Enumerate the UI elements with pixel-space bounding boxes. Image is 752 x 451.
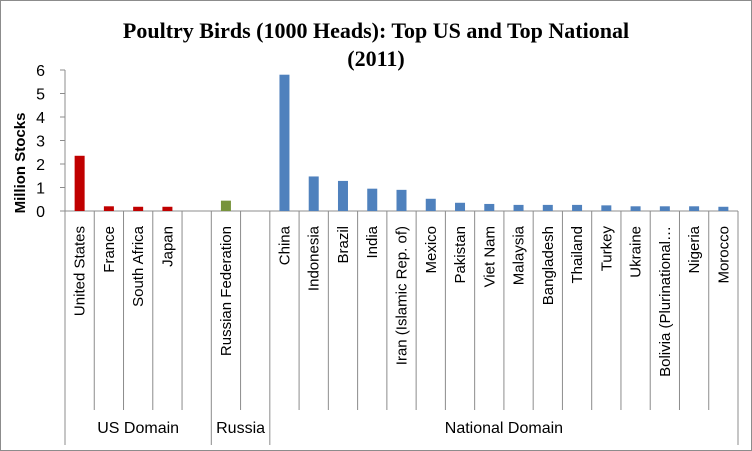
category-label: Indonesia [306,225,323,291]
category-label: Bangladesh [540,226,557,305]
category-label: Japan [159,226,176,267]
bar [630,206,641,211]
category-label: United States [72,226,89,316]
y-tick-label: 2 [36,157,45,174]
category-label: India [364,225,381,258]
bar [337,180,348,211]
bar [601,205,612,211]
bar [308,176,319,211]
axes [60,69,739,445]
category-label: Morocco [715,226,732,284]
y-tick-label: 5 [36,87,45,104]
bar [279,74,290,211]
y-tick-label: 4 [36,110,45,127]
category-label: Bolivia (Plurinational… [657,226,674,377]
category-label: South Africa [130,225,147,307]
category-label: Pakistan [452,226,469,284]
category-label: Russian Federation [218,226,235,356]
bar [162,206,173,211]
category-label: China [276,225,293,265]
chart-title-line2: (2011) [347,46,404,71]
bar [220,200,231,211]
category-label: Mexico [423,226,440,274]
y-axis-label: Million Stocks [12,113,29,214]
category-label: Malaysia [511,225,528,285]
bar [718,206,729,211]
bar [689,206,700,211]
bar [455,202,466,211]
category-labels: United States France South Africa Japan Russ… [72,225,733,377]
bar [542,204,553,211]
bar [103,206,114,211]
y-tick-label: 6 [36,63,45,80]
y-tick-label: 3 [36,134,45,151]
group-label: US Domain [97,420,179,437]
category-label: France [101,226,118,273]
chart-title-line1: Poultry Birds (1000 Heads): Top US and T… [123,18,629,43]
category-label: Viet Nam [481,226,498,287]
bar [74,155,85,211]
bar [133,206,144,211]
category-label: Turkey [598,226,615,272]
group-labels: US Domain Russia National Domain [97,420,563,437]
bars [74,74,729,211]
y-tick-label: 1 [36,181,45,198]
category-label: Iran (Islamic Rep. of) [394,226,411,365]
category-label: Nigeria [686,225,703,273]
y-tick-label: 0 [36,204,45,221]
group-label: National Domain [445,420,563,437]
bar [396,189,407,211]
bar [484,203,495,211]
bar [425,198,436,211]
category-label: Ukraine [628,226,645,278]
category-label: Thailand [569,226,586,284]
y-tick-labels: 0 1 2 3 4 5 6 [36,63,45,221]
bar [659,206,670,211]
group-label: Russia [216,420,265,437]
bar [513,204,524,211]
category-label: Brazil [335,226,352,264]
bar [367,188,378,211]
bar [572,204,583,211]
